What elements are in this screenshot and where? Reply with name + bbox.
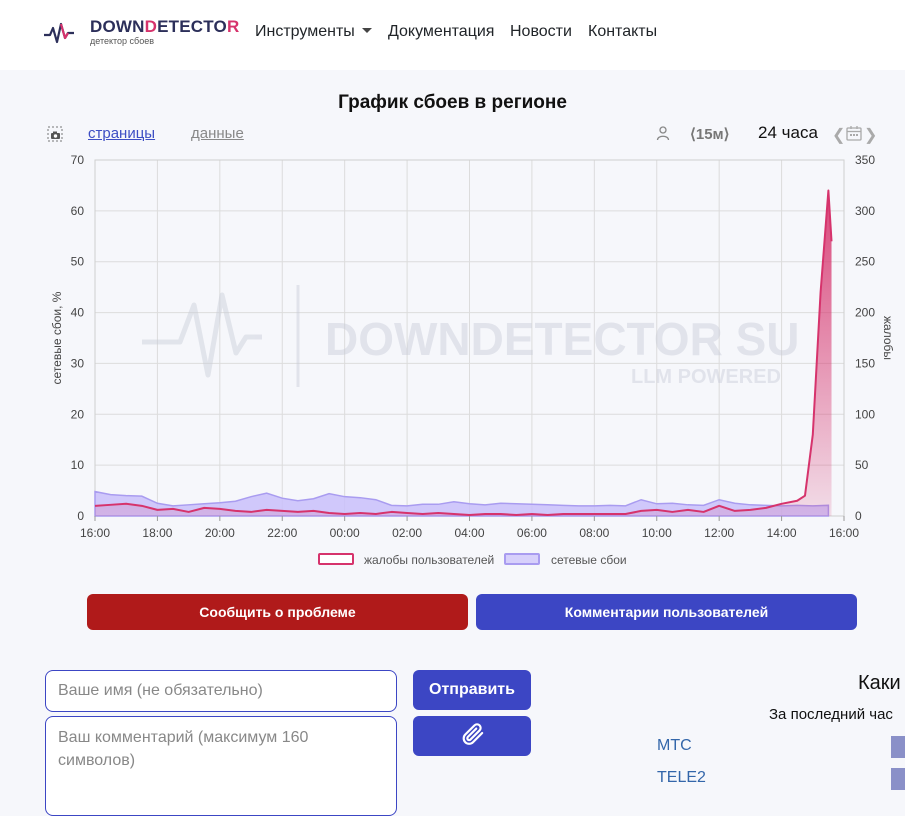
chart-axes: 0 0 10 50 20 100 30 150 40 200 50 250 60 300 70 350 16:0…	[71, 153, 876, 540]
y-tick-label: 20	[71, 407, 85, 421]
nav-documentation[interactable]: Документация	[388, 23, 495, 40]
y2-tick-label: 0	[855, 509, 862, 523]
comment-input[interactable]	[45, 716, 397, 816]
x-tick-label: 22:00	[267, 526, 297, 540]
y-axis-label: сетевые сбои, %	[50, 291, 64, 384]
camera-icon[interactable]	[47, 126, 63, 147]
side-panel-subtitle: За последний час	[769, 706, 893, 723]
y-tick-label: 60	[71, 204, 85, 218]
chevron-down-icon	[361, 28, 372, 33]
operator-bar-tele2	[891, 768, 905, 790]
complaints-line	[94, 189, 833, 516]
y2-axis-label: жалобы	[881, 316, 895, 360]
chevron-right-icon[interactable]: ❯	[864, 127, 878, 144]
send-button[interactable]: Отправить	[413, 670, 531, 710]
side-panel-title: Каки	[858, 672, 901, 694]
period-selector[interactable]: 24 часа	[758, 123, 818, 142]
y-tick-label: 10	[71, 458, 85, 472]
watermark-text: DOWNDETECTOR SU	[325, 313, 800, 365]
y2-tick-label: 50	[855, 458, 869, 472]
tab-data[interactable]: данные	[191, 125, 244, 142]
y-tick-label: 50	[71, 255, 85, 269]
y2-tick-label: 150	[855, 356, 875, 370]
attach-button[interactable]	[413, 716, 531, 756]
paperclip-icon	[459, 721, 485, 752]
x-tick-label: 04:00	[454, 526, 484, 540]
report-problem-button[interactable]: Сообщить о проблеме	[87, 594, 468, 630]
calendar-icon[interactable]	[846, 125, 862, 146]
watermark-subtext: LLM POWERED	[631, 366, 781, 388]
interval-selector[interactable]: ⟨15м⟩	[690, 126, 730, 143]
legend-complaints[interactable]: жалобы пользователей	[364, 553, 495, 567]
y-tick-label: 70	[71, 153, 85, 167]
y2-tick-label: 200	[855, 306, 875, 320]
legend-outages[interactable]: сетевые сбои	[551, 553, 627, 567]
legend-swatch-outages[interactable]	[504, 553, 540, 565]
x-tick-label: 06:00	[517, 526, 547, 540]
y-tick-label: 0	[77, 509, 84, 523]
x-tick-label: 16:00	[829, 526, 859, 540]
y2-tick-label: 250	[855, 255, 875, 269]
logo-title[interactable]: DOWNDETECTOR	[90, 17, 240, 36]
x-tick-label: 14:00	[767, 526, 797, 540]
chevron-left-icon[interactable]: ❮	[832, 127, 846, 144]
chart-title: График сбоев в регионе	[338, 92, 567, 113]
operator-link-mts[interactable]: МТС	[657, 737, 692, 754]
y2-tick-label: 350	[855, 153, 875, 167]
y-tick-label: 30	[71, 356, 85, 370]
x-tick-label: 10:00	[642, 526, 672, 540]
x-tick-label: 16:00	[80, 526, 110, 540]
operator-bar-mts	[891, 736, 905, 758]
user-comments-button[interactable]: Комментарии пользователей	[476, 594, 857, 630]
y2-tick-label: 300	[855, 204, 875, 218]
tab-pages[interactable]: страницы	[88, 125, 156, 142]
x-tick-label: 08:00	[579, 526, 609, 540]
logo-subtitle: детектор сбоев	[90, 36, 155, 46]
navbar: DOWNDETECTOR детектор сбоев Инструменты …	[0, 0, 905, 70]
nav-tools-dropdown[interactable]: Инструменты	[255, 23, 372, 41]
x-tick-label: 18:00	[142, 526, 172, 540]
x-tick-label: 12:00	[704, 526, 734, 540]
nav-contacts[interactable]: Контакты	[588, 23, 658, 40]
user-icon[interactable]	[656, 125, 670, 146]
x-tick-label: 20:00	[205, 526, 235, 540]
y2-tick-label: 100	[855, 407, 875, 421]
y-tick-label: 40	[71, 306, 85, 320]
x-tick-label: 02:00	[392, 526, 422, 540]
name-input[interactable]	[45, 670, 397, 712]
logo-pulse-icon[interactable]	[44, 20, 74, 51]
legend-swatch-complaints[interactable]	[318, 553, 354, 565]
chart-series	[94, 189, 833, 517]
operator-link-tele2[interactable]: TELE2	[657, 769, 706, 786]
outage-chart[interactable]: DOWNDETECTOR SU LLM POWERED 0 0 10 50 20 100 3…	[0, 145, 905, 545]
x-tick-label: 00:00	[330, 526, 360, 540]
watermark: DOWNDETECTOR SU LLM POWERED	[142, 285, 800, 388]
nav-news[interactable]: Новости	[510, 23, 572, 40]
